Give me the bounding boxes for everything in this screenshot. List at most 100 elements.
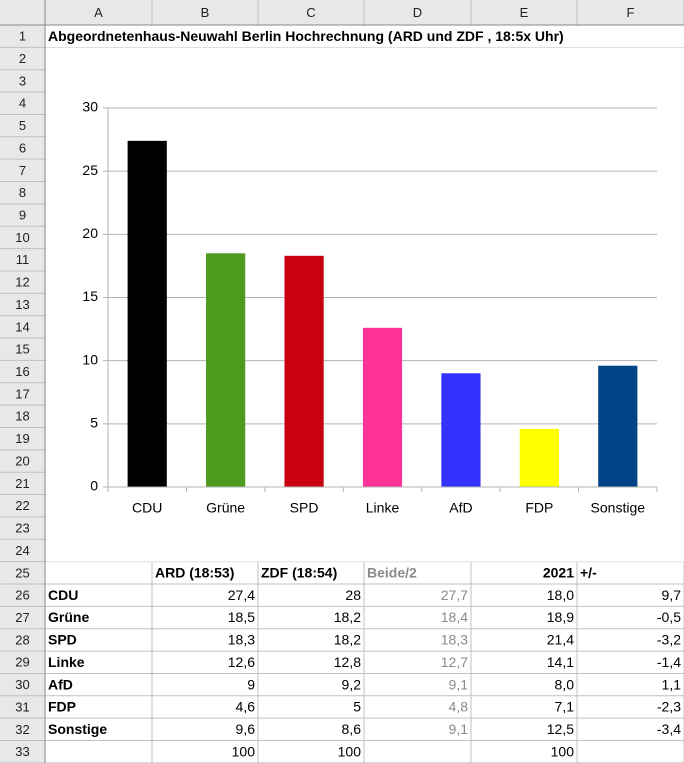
column-header[interactable]: E xyxy=(520,5,529,20)
cell-text[interactable]: 18,0 xyxy=(547,587,574,603)
row-header[interactable]: 6 xyxy=(19,140,26,155)
cell-text[interactable]: 5 xyxy=(353,699,361,715)
cell-text[interactable]: 1,1 xyxy=(662,676,682,692)
row-header[interactable]: 25 xyxy=(15,565,29,580)
row-header[interactable]: 20 xyxy=(15,453,29,468)
cell-text[interactable]: 18,4 xyxy=(441,609,468,625)
cell-text[interactable]: ARD (18:53) xyxy=(155,565,234,581)
cell-text[interactable]: FDP xyxy=(48,699,76,715)
cell-text[interactable]: 9,1 xyxy=(449,721,469,737)
x-tick-label: FDP xyxy=(525,500,553,516)
bar xyxy=(519,428,559,487)
cell-text[interactable]: ZDF (18:54) xyxy=(261,565,337,581)
cell-text[interactable]: +/- xyxy=(580,565,597,581)
row-header[interactable]: 23 xyxy=(15,521,29,536)
sheet-title[interactable]: Abgeordnetenhaus-Neuwahl Berlin Hochrech… xyxy=(48,28,564,44)
cell-text[interactable]: 27,7 xyxy=(441,587,468,603)
cell-text[interactable]: SPD xyxy=(48,632,77,648)
cell-text[interactable]: 27,4 xyxy=(228,587,255,603)
bar xyxy=(284,255,324,487)
row-header[interactable]: 2 xyxy=(19,51,26,66)
row-header[interactable]: 21 xyxy=(15,476,29,491)
row-header[interactable]: 33 xyxy=(15,744,29,759)
row-header[interactable]: 26 xyxy=(15,588,29,603)
cell-text[interactable]: 9,7 xyxy=(662,587,682,603)
cell-text[interactable]: Linke xyxy=(48,654,85,670)
row-header[interactable]: 28 xyxy=(15,632,29,647)
cell-text[interactable]: 4,8 xyxy=(449,699,469,715)
row-header[interactable]: 1 xyxy=(19,29,26,44)
row-header[interactable]: 4 xyxy=(19,96,26,111)
row-header[interactable]: 8 xyxy=(19,185,26,200)
cell-text[interactable]: 100 xyxy=(338,743,362,759)
row-header[interactable]: 13 xyxy=(15,297,29,312)
cell-text[interactable]: 100 xyxy=(232,743,256,759)
cell-text[interactable]: Grüne xyxy=(48,609,89,625)
row-header[interactable]: 11 xyxy=(16,252,30,267)
cell-text[interactable]: 18,9 xyxy=(547,609,574,625)
cell-text[interactable]: 9,2 xyxy=(342,676,362,692)
cell-text[interactable]: 14,1 xyxy=(547,654,574,670)
cell-text[interactable]: -1,4 xyxy=(657,654,681,670)
cell-text[interactable]: -2,3 xyxy=(657,699,681,715)
cell-text[interactable]: 18,2 xyxy=(334,632,361,648)
row-header[interactable]: 32 xyxy=(15,722,29,737)
cell-text[interactable]: 18,2 xyxy=(334,609,361,625)
bar xyxy=(441,373,481,487)
cell-text[interactable]: 9 xyxy=(247,676,255,692)
column-header[interactable]: C xyxy=(306,5,315,20)
cell-text[interactable]: Sonstige xyxy=(48,721,107,737)
cell-text[interactable]: 8,0 xyxy=(555,676,575,692)
row-header[interactable]: 27 xyxy=(15,610,29,625)
cell-text[interactable]: 12,5 xyxy=(547,721,574,737)
row-header[interactable]: 7 xyxy=(19,163,26,178)
column-header[interactable]: B xyxy=(201,5,210,20)
cell-text[interactable]: CDU xyxy=(48,587,78,603)
cell-text[interactable]: 100 xyxy=(551,743,575,759)
row-header[interactable]: 3 xyxy=(19,73,26,88)
x-tick-label: SPD xyxy=(290,500,319,516)
column-header[interactable]: F xyxy=(627,5,635,20)
row-header[interactable]: 29 xyxy=(15,655,29,670)
row-header[interactable]: 16 xyxy=(15,364,29,379)
cell-text[interactable]: 18,5 xyxy=(228,609,255,625)
row-header[interactable]: 31 xyxy=(15,699,29,714)
y-tick-label: 15 xyxy=(82,288,98,304)
row-header[interactable]: 5 xyxy=(19,118,26,133)
cell-text[interactable]: 9,1 xyxy=(449,676,469,692)
cell-text[interactable]: 12,6 xyxy=(228,654,255,670)
bar xyxy=(362,327,403,487)
cell-text[interactable]: 2021 xyxy=(543,565,574,581)
x-tick-label: AfD xyxy=(449,500,472,516)
cell-text[interactable]: -0,5 xyxy=(657,609,681,625)
row-header[interactable]: 18 xyxy=(15,409,29,424)
cell-text[interactable]: 18,3 xyxy=(441,632,468,648)
cell-text[interactable]: 7,1 xyxy=(555,699,575,715)
row-header[interactable]: 24 xyxy=(15,543,29,558)
column-header[interactable]: D xyxy=(413,5,422,20)
row-header[interactable]: 10 xyxy=(15,230,29,245)
cell-text[interactable]: Beide/2 xyxy=(367,565,417,581)
cell-text[interactable]: 8,6 xyxy=(342,721,362,737)
row-header[interactable]: 30 xyxy=(15,677,29,692)
row-header[interactable]: 12 xyxy=(15,275,29,290)
cell-text[interactable]: 18,3 xyxy=(228,632,255,648)
row-header[interactable]: 17 xyxy=(15,386,29,401)
cell-text[interactable]: 12,7 xyxy=(441,654,468,670)
cell-text[interactable]: AfD xyxy=(48,676,73,692)
cell-text[interactable]: 12,8 xyxy=(334,654,361,670)
row-header[interactable]: 9 xyxy=(19,207,26,222)
row-header[interactable]: 15 xyxy=(15,342,29,357)
row-header[interactable]: 14 xyxy=(15,319,29,334)
row-header[interactable]: 19 xyxy=(15,431,29,446)
cell-text[interactable]: 4,6 xyxy=(236,699,256,715)
row-header[interactable]: 22 xyxy=(15,498,29,513)
cell-text[interactable]: -3,4 xyxy=(657,721,681,737)
cell-text[interactable]: 28 xyxy=(345,587,361,603)
column-header[interactable]: A xyxy=(94,5,103,20)
cell-text[interactable]: -3,2 xyxy=(657,632,681,648)
cell-text[interactable]: 9,6 xyxy=(236,721,256,737)
cell-text[interactable]: 21,4 xyxy=(547,632,574,648)
y-tick-label: 30 xyxy=(82,99,98,115)
